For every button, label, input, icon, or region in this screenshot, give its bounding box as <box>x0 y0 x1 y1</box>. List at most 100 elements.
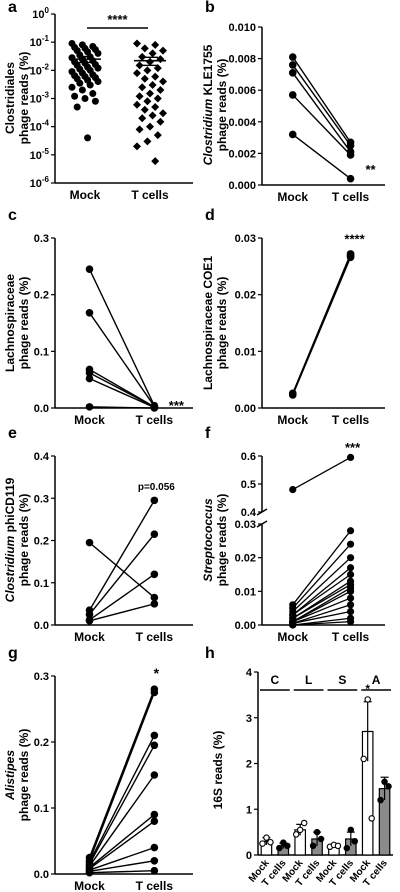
y-axis-label: Streptococcus <box>201 498 215 582</box>
pair-line <box>88 688 156 858</box>
panel-e: 0.0 0.1 0.2 0.3 0.4 Mock T cells p=0.056 <box>34 451 193 644</box>
data-point <box>156 55 165 64</box>
data-point <box>153 94 162 103</box>
y-axis-label-italic: Alistipes <box>3 750 17 801</box>
data-point <box>150 496 159 505</box>
y-tick-label: 0.0 <box>34 869 49 881</box>
pair-line <box>292 610 351 624</box>
y-axis-label-line2: phage reads (%) <box>215 494 229 587</box>
data-point <box>150 810 159 819</box>
data-point <box>140 74 149 83</box>
pair-line <box>292 94 352 156</box>
y-axis-label-italic: Clostridium <box>3 535 17 602</box>
y-axis-label-line2: phage reads (%) <box>17 494 31 587</box>
y-tick-label: 3 <box>246 713 252 725</box>
significance-marker: *** <box>169 398 185 413</box>
y-axis-label: Lachnospiraceae COE1 <box>201 256 215 390</box>
data-point <box>150 404 159 412</box>
y-tick-label: 0.01 <box>235 346 256 358</box>
y-axis-label-group: Lachnospiraceae COE1 phage reads (%) <box>201 256 229 390</box>
data-point <box>68 83 76 91</box>
panel-c: 0.0 0.1 0.2 0.3 Mock T cells*** <box>34 233 193 427</box>
y-tick-label: 10-3 <box>30 91 50 106</box>
y-tick-base: 10 <box>30 37 42 49</box>
y-tick-label: 0.006 <box>228 85 256 97</box>
data-point <box>153 131 162 140</box>
pair-line <box>89 372 155 408</box>
pair-line <box>89 814 155 868</box>
pair-line <box>292 590 351 623</box>
data-point <box>309 842 317 850</box>
y-tick-label: 10-2 <box>30 62 50 77</box>
data-point <box>346 587 355 595</box>
data-point <box>151 40 160 49</box>
y-axis-label: Lachnospiraceae <box>3 274 17 372</box>
y-tick-label: 0.4 <box>34 451 50 463</box>
data-point <box>150 688 159 697</box>
pair-line <box>292 543 352 609</box>
y-axis-label: Clostridiales <box>3 62 17 134</box>
panel-g: 0.0 0.1 0.2 0.3 Mock T cells * <box>34 665 193 892</box>
y-axis-label-group: Lachnospiraceae phage reads (%) <box>3 274 31 372</box>
panel-letter-h: h <box>205 645 215 662</box>
data-point <box>150 741 159 750</box>
pair-line <box>292 557 352 613</box>
significance-marker: ** <box>365 162 376 177</box>
pair-line <box>292 56 352 143</box>
data-point <box>288 91 297 99</box>
y-tick-label: 0.004 <box>228 117 256 129</box>
pair-line <box>292 530 352 606</box>
significance-marker: **** <box>344 232 365 247</box>
y-tick-label: 100 <box>32 6 49 21</box>
data-point <box>300 819 308 827</box>
data-point <box>151 72 160 81</box>
y-tick-label: 4 <box>246 667 253 679</box>
data-point <box>259 840 266 847</box>
data-point <box>151 102 160 111</box>
y-tick-label: 10-5 <box>30 147 50 162</box>
pair-line <box>89 603 155 622</box>
data-point <box>368 815 375 822</box>
data-point <box>346 554 355 562</box>
data-point <box>150 866 159 875</box>
pair-line <box>292 456 351 491</box>
pair-line <box>88 533 155 615</box>
y-tick-label: 0.000 <box>228 180 256 192</box>
data-point <box>346 594 355 602</box>
group-label: S <box>338 673 346 687</box>
data-point <box>133 100 141 109</box>
y-tick-base: 10 <box>30 178 42 190</box>
data-point <box>346 453 355 461</box>
data-point <box>263 834 270 841</box>
y-tick-label: 0.03 <box>235 233 256 245</box>
data-point <box>288 61 297 69</box>
panel-b: 0.000 0.002 0.004 0.006 0.008 0.010 Mock T cell… <box>228 22 385 204</box>
data-point <box>146 122 154 131</box>
y-axis-label: Clostridium phiCD119 <box>3 477 17 602</box>
data-point <box>140 105 149 114</box>
y-tick-label: 2 <box>246 759 252 771</box>
y-tick-exponent: -5 <box>42 147 50 156</box>
data-point <box>346 540 355 548</box>
data-point <box>94 78 102 86</box>
panel-letter-f: f <box>205 425 211 442</box>
data-point <box>85 403 94 411</box>
data-point <box>296 826 304 834</box>
data-point <box>138 83 147 92</box>
data-point <box>346 141 355 150</box>
pair-line <box>88 735 155 863</box>
y-tick-label: 0.4 <box>241 507 257 519</box>
data-point <box>156 86 165 95</box>
data-point <box>85 374 94 383</box>
data-point <box>346 253 355 262</box>
y-tick-label: 0.5 <box>241 479 256 491</box>
data-point <box>143 66 152 75</box>
y-axis-label-group: Clostridium KLE1755 phage reads (%) <box>201 44 229 165</box>
data-point <box>94 64 102 72</box>
data-point <box>346 601 355 609</box>
y-axis-label-italic: Clostridium <box>201 98 215 165</box>
data-point <box>135 92 144 101</box>
data-point <box>150 817 159 825</box>
y-tick-base: 10 <box>32 9 44 21</box>
